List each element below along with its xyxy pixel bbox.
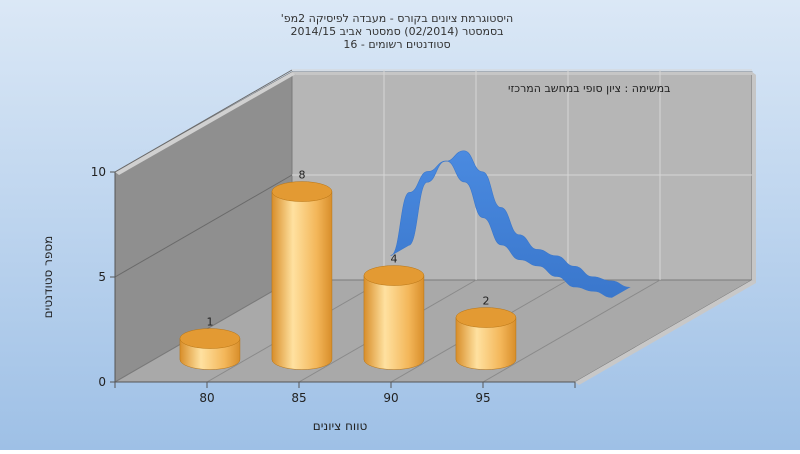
side-wall-gridline xyxy=(114,174,293,278)
x-tick-label: 90 xyxy=(383,391,398,405)
side-wall-gridline xyxy=(114,69,293,173)
bar-value-label: 2 xyxy=(482,295,489,308)
bar-cap xyxy=(363,265,425,286)
bar-value-label: 8 xyxy=(298,169,305,182)
bar-body xyxy=(271,191,333,370)
normal-curve-ribbon xyxy=(389,150,631,298)
floor-gridline xyxy=(482,279,661,383)
y-axis-title: מספר סטודנטים xyxy=(41,236,55,319)
chart-titles: היסטוגרמת ציונים בקורס - מעבדה לפיסיקה 2… xyxy=(281,12,513,51)
x-tick-label: 95 xyxy=(475,391,490,405)
x-tick-label: 85 xyxy=(291,391,306,405)
y-tick-label: 0 xyxy=(98,375,106,389)
chart-title-line-1: היסטוגרמת ציונים בקורס - מעבדה לפיסיקה 2… xyxy=(281,12,513,25)
floor-edge xyxy=(575,280,756,385)
bar-body xyxy=(455,317,517,370)
chart-subtitle: במשימה : ציון סופי במחשב המרכזי xyxy=(508,82,671,95)
x-axis-title: טווח ציונים xyxy=(313,419,368,433)
back-wall-right-edge xyxy=(752,72,756,283)
side-wall-edge xyxy=(115,72,296,175)
bar-cap xyxy=(455,307,517,328)
bar-1: 1 xyxy=(179,316,241,370)
bar-4: 4 xyxy=(363,253,425,370)
bar-cap xyxy=(179,328,241,349)
chart-title-line-2: בסמסטר (02/2014) סמסטר אביב 2014/15 xyxy=(290,25,503,38)
y-tick-label: 5 xyxy=(98,270,106,284)
y-tick-label: 10 xyxy=(91,165,106,179)
bar-cap xyxy=(271,181,333,202)
normal-curve-series xyxy=(389,150,631,298)
back-wall-edge xyxy=(292,72,756,75)
bar-body xyxy=(363,275,425,370)
bar-value-label: 1 xyxy=(206,316,213,329)
axis-ticks: 0 5 10 80 85 90 95 xyxy=(91,165,576,405)
bar-8: 8 xyxy=(271,169,333,370)
x-tick-label: 80 xyxy=(199,391,214,405)
bar-2: 2 xyxy=(455,295,517,370)
bar-value-label: 4 xyxy=(390,253,397,266)
chart-title-line-3: סטודנטים רשומים - 16 xyxy=(343,38,450,51)
